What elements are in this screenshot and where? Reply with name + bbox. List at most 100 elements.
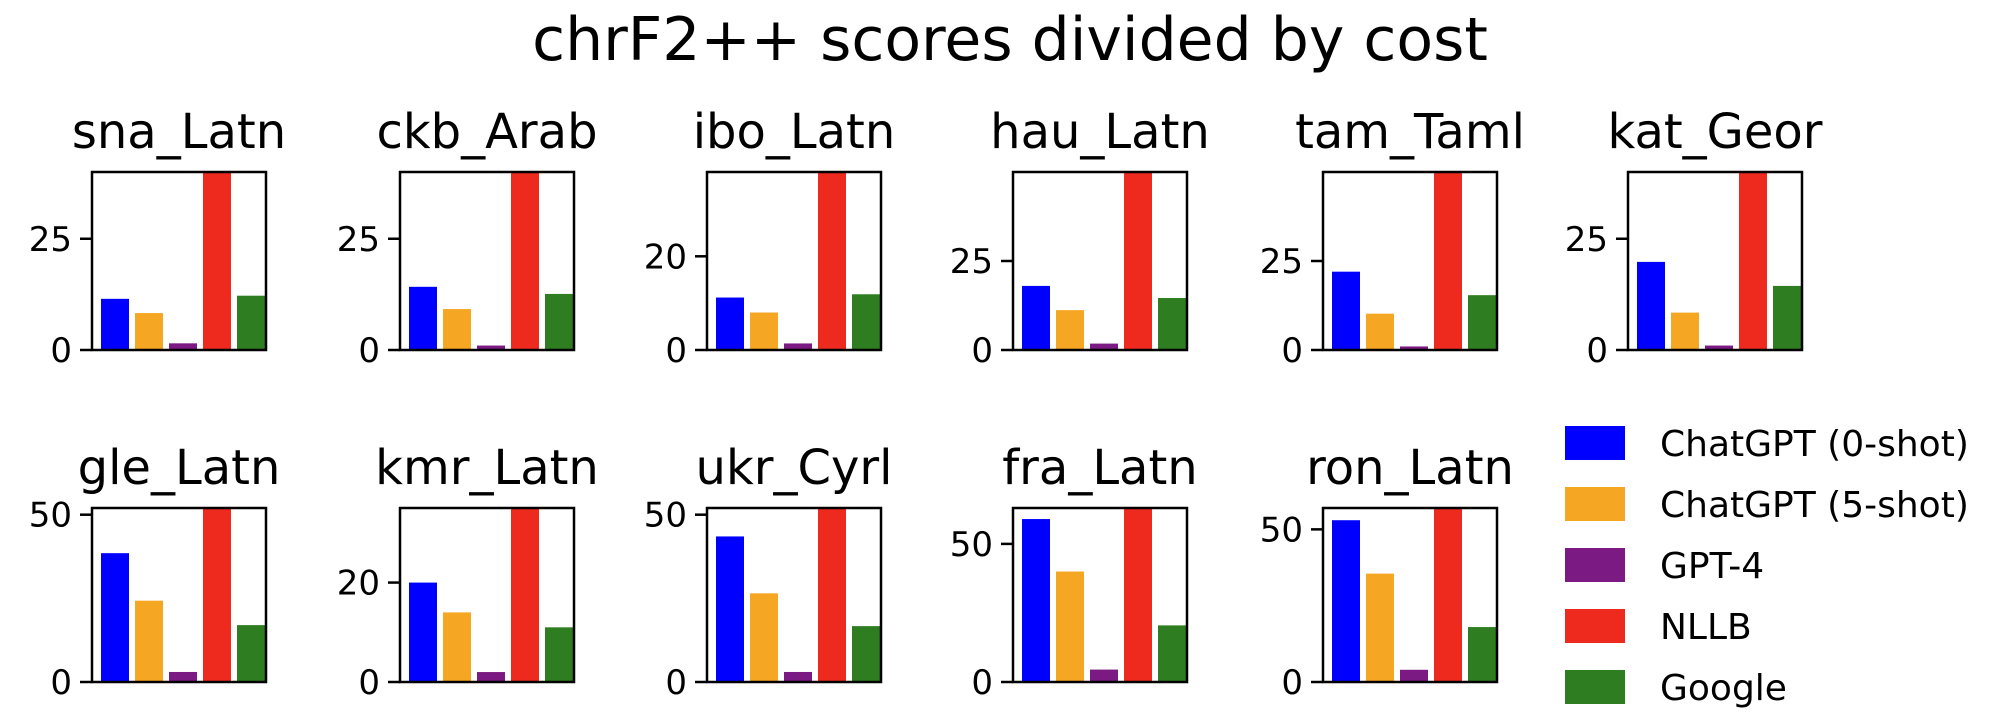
bar-nllb xyxy=(1124,508,1152,682)
legend-label: ChatGPT (5-shot) xyxy=(1660,485,1969,526)
subplot-ckb-arab: ckb_Arab 0 25 xyxy=(337,104,598,371)
bar-chatgpt-5-shot xyxy=(1056,310,1084,350)
y-tick-label: 20 xyxy=(644,237,687,277)
bar-chatgpt-0-shot xyxy=(1022,519,1050,682)
bar-nllb xyxy=(511,172,539,350)
bar-google xyxy=(1773,285,1801,350)
bar-google xyxy=(545,293,573,350)
bar-gpt-4 xyxy=(1400,346,1428,350)
y-tick-label: 50 xyxy=(950,525,993,565)
subplot-title: kmr_Latn xyxy=(375,440,599,496)
subplot-gle-latn: gle_Latn 0 50 xyxy=(29,440,281,703)
y-tick-label: 0 xyxy=(1281,663,1303,703)
bar-nllb xyxy=(203,508,231,682)
bar-chatgpt-5-shot xyxy=(443,612,471,682)
axes-frame xyxy=(1011,506,1189,684)
y-tick-label: 50 xyxy=(644,496,687,536)
y-tick-label: 50 xyxy=(1260,510,1303,550)
subplot-grid: sna_Latn 0 25 ckb_Arab 0 25 ibo_Latn 0 20 hau_Lat… xyxy=(29,104,1823,703)
subplot-title: kat_Geor xyxy=(1607,104,1822,160)
bar-gpt-4 xyxy=(1090,343,1118,350)
legend-swatch xyxy=(1565,670,1625,704)
y-tick-label: 25 xyxy=(1565,220,1608,260)
bar-gpt-4 xyxy=(477,345,505,350)
legend-swatch xyxy=(1565,609,1625,643)
bar-google xyxy=(1158,625,1186,682)
bar-chatgpt-0-shot xyxy=(1332,520,1360,682)
subplot-title: ibo_Latn xyxy=(693,104,896,160)
bar-google xyxy=(1468,295,1496,350)
bar-google xyxy=(852,626,880,682)
bar-chatgpt-5-shot xyxy=(443,309,471,350)
subplot-tam-taml: tam_Taml 0 25 xyxy=(1260,104,1525,371)
y-tick-label: 25 xyxy=(29,220,72,260)
chart-title: chrF2++ scores divided by cost xyxy=(532,5,1488,75)
subplot-title: ckb_Arab xyxy=(376,104,597,160)
subplot-ibo-latn: ibo_Latn 0 20 xyxy=(644,104,896,371)
bar-google xyxy=(1468,627,1496,682)
bar-nllb xyxy=(818,508,846,682)
bar-chatgpt-5-shot xyxy=(750,593,778,682)
legend-label: NLLB xyxy=(1660,607,1752,648)
bar-nllb xyxy=(1124,172,1152,350)
legend-label: GPT-4 xyxy=(1660,546,1764,587)
y-tick-label: 20 xyxy=(337,564,380,604)
bar-google xyxy=(1158,298,1186,350)
bar-chatgpt-5-shot xyxy=(1366,573,1394,682)
y-tick-label: 0 xyxy=(50,663,72,703)
subplot-title: ukr_Cyrl xyxy=(696,440,893,496)
y-tick-label: 25 xyxy=(337,220,380,260)
bar-gpt-4 xyxy=(1705,345,1733,350)
y-tick-label: 25 xyxy=(950,242,993,282)
subplot-kmr-latn: kmr_Latn 0 20 xyxy=(337,440,599,703)
bar-chatgpt-0-shot xyxy=(716,536,744,682)
subplot-ukr-cyrl: ukr_Cyrl 0 50 xyxy=(644,440,893,703)
y-tick-label: 0 xyxy=(358,663,380,703)
legend: ChatGPT (0-shot) ChatGPT (5-shot) GPT-4 NLL… xyxy=(1565,424,1969,709)
subplot-hau-latn: hau_Latn 0 25 xyxy=(950,104,1210,371)
bar-nllb xyxy=(1739,172,1767,350)
axes-frame xyxy=(705,506,883,684)
bar-gpt-4 xyxy=(169,671,197,682)
bar-chatgpt-0-shot xyxy=(101,553,129,682)
bar-gpt-4 xyxy=(1090,669,1118,682)
y-tick-label: 50 xyxy=(29,496,72,536)
bar-chatgpt-5-shot xyxy=(750,312,778,350)
axes-frame xyxy=(1626,170,1804,352)
axes-frame xyxy=(398,170,576,352)
bar-google xyxy=(545,627,573,682)
bar-chatgpt-0-shot xyxy=(1637,261,1665,350)
y-tick-label: 0 xyxy=(971,331,993,371)
subplot-title: hau_Latn xyxy=(990,104,1210,160)
axes-frame xyxy=(90,170,268,352)
axes-frame xyxy=(398,506,576,684)
bar-google xyxy=(237,295,265,350)
bar-chatgpt-5-shot xyxy=(1366,313,1394,350)
bar-chatgpt-5-shot xyxy=(135,600,163,682)
y-tick-label: 0 xyxy=(971,663,993,703)
bar-chatgpt-0-shot xyxy=(409,582,437,682)
axes-frame xyxy=(1321,506,1499,684)
subplot-title: sna_Latn xyxy=(72,104,286,160)
legend-swatch xyxy=(1565,487,1625,521)
bar-chatgpt-5-shot xyxy=(1056,571,1084,682)
legend-label: Google xyxy=(1660,668,1787,709)
y-tick-label: 0 xyxy=(665,663,687,703)
legend-swatch xyxy=(1565,548,1625,582)
y-tick-label: 25 xyxy=(1260,242,1303,282)
y-tick-label: 0 xyxy=(358,331,380,371)
bar-nllb xyxy=(511,508,539,682)
bar-gpt-4 xyxy=(169,343,197,350)
subplot-title: fra_Latn xyxy=(1002,440,1197,496)
y-tick-label: 0 xyxy=(1281,331,1303,371)
subplot-kat-geor: kat_Geor 0 25 xyxy=(1565,104,1823,371)
y-tick-label: 0 xyxy=(665,331,687,371)
bar-gpt-4 xyxy=(477,672,505,682)
bar-gpt-4 xyxy=(784,343,812,350)
y-tick-label: 0 xyxy=(50,331,72,371)
bar-google xyxy=(852,294,880,350)
subplot-sna-latn: sna_Latn 0 25 xyxy=(29,104,286,371)
legend-label: ChatGPT (0-shot) xyxy=(1660,424,1969,465)
bar-nllb xyxy=(818,172,846,350)
